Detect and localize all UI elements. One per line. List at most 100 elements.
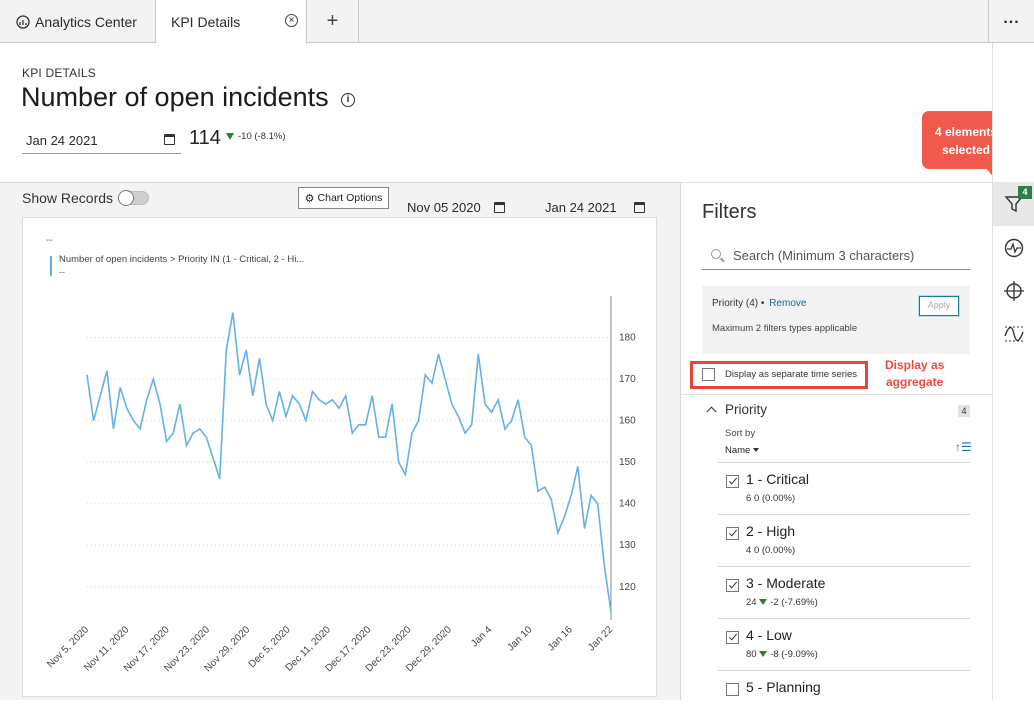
y-tick-label: 140 (619, 499, 636, 510)
pulse-icon[interactable] (1003, 237, 1025, 259)
y-tick-label: 150 (619, 457, 636, 468)
search-icon (711, 249, 721, 259)
tab-analytics-center[interactable]: Analytics Center (0, 0, 156, 43)
chart-options-button[interactable]: ⚙ Chart Options (298, 187, 389, 209)
callout-line-2: selected (941, 143, 991, 157)
search-placeholder: Search (Minimum 3 characters) (733, 248, 915, 263)
info-icon[interactable]: i (341, 93, 355, 107)
filter-search-input[interactable]: Search (Minimum 3 characters) (702, 243, 970, 270)
callout-line-1: 4 elements (934, 125, 998, 139)
group-label: Priority (725, 402, 768, 417)
priority-group-toggle[interactable]: Priority (706, 402, 768, 417)
calendar-icon[interactable] (164, 134, 175, 145)
separate-series-label: Display as separate time series (725, 369, 857, 380)
y-tick-label: 170 (619, 374, 636, 385)
priority-item[interactable]: 1 - Critical 6 0 (0.00%) (718, 462, 970, 514)
priority-delta: -8 (-9.09%) (770, 649, 818, 660)
sort-value: Name (725, 445, 751, 456)
priority-checkbox[interactable] (726, 527, 739, 540)
priority-checkbox[interactable] (726, 631, 739, 644)
apply-button[interactable]: Apply (919, 296, 959, 316)
y-tick-label: 130 (619, 540, 636, 551)
priority-label: 4 - Low (746, 627, 792, 643)
filter-note: Maximum 2 filters types applicable (712, 323, 858, 334)
legend-series-name[interactable]: Number of open incidents > Priority IN (… (59, 254, 305, 265)
show-records-label: Show Records (22, 190, 114, 206)
priority-label: 2 - High (746, 523, 796, 539)
analytics-icon (16, 14, 30, 29)
caret-down-icon (753, 448, 760, 453)
x-tick-label: Jan 16 (546, 624, 575, 653)
group-count-badge: 4 (958, 405, 970, 417)
chart-options-label: Chart Options (317, 192, 383, 204)
priority-item[interactable]: 4 - Low 80 -8 (-9.09%) (718, 618, 970, 670)
priority-label: 5 - Planning (746, 679, 821, 695)
separate-series-checkbox[interactable] (702, 368, 715, 381)
kpi-date-field[interactable]: Jan 24 2021 (22, 127, 181, 154)
down-arrow-icon (759, 651, 768, 658)
kpi-delta: -10 (-8.1%) (226, 131, 286, 142)
close-icon[interactable]: × (285, 14, 298, 27)
bullet: • (760, 298, 765, 309)
priority-count: 80 (746, 649, 760, 660)
priority-delta: 0 (0.00%) (753, 545, 796, 556)
crosshair-icon[interactable] (1003, 280, 1025, 302)
y-tick-label: 120 (619, 582, 636, 593)
divider (680, 394, 992, 395)
remove-filter-link[interactable]: Remove (769, 298, 807, 309)
aggregate-line-1: Display as (885, 358, 945, 372)
right-rail (992, 43, 1034, 700)
series-line[interactable] (86, 312, 612, 612)
calendar-icon[interactable] (634, 201, 645, 213)
y-tick-label: 160 (619, 416, 636, 427)
filter-count-badge: 4 (1018, 186, 1032, 199)
x-tick-label: Jan 22 (586, 624, 615, 653)
show-records-toggle[interactable] (118, 190, 149, 206)
priority-stats: 24 -2 (-7.69%) (746, 597, 818, 608)
calendar-icon[interactable] (494, 201, 505, 213)
sliders-icon: ⚙ (304, 192, 315, 205)
priority-item[interactable]: 5 - Planning (718, 670, 970, 722)
active-filter-label: Priority (4) (712, 298, 759, 309)
active-filter-box: Priority (4) • Remove Maximum 2 filters … (702, 286, 970, 354)
priority-checkbox[interactable] (726, 579, 739, 592)
priority-count: 24 (746, 597, 760, 608)
y-tick-label: 180 (619, 333, 636, 344)
active-filter: Priority (4) • Remove (712, 298, 806, 309)
priority-stats: 80 -8 (-9.09%) (746, 649, 818, 660)
trend-icon[interactable] (1003, 323, 1025, 345)
x-tick-label: Jan 10 (505, 624, 534, 653)
start-date-value: Nov 05 2020 (407, 200, 481, 215)
page-eyebrow: KPI DETAILS (22, 66, 97, 80)
priority-stats: 6 0 (0.00%) (746, 493, 795, 504)
page-title: Number of open incidents (21, 82, 329, 112)
priority-label: 3 - Moderate (746, 575, 826, 591)
sort-dropdown[interactable]: Name (725, 445, 760, 456)
tab-label: KPI Details (171, 14, 241, 30)
priority-item[interactable]: 2 - High 4 0 (0.00%) (718, 514, 970, 566)
kpi-date-value: Jan 24 2021 (26, 132, 98, 148)
tab-kpi-details[interactable]: KPI Details × (156, 0, 307, 44)
down-arrow-icon (226, 132, 234, 140)
tab-label: Analytics Center (35, 13, 137, 30)
aggregate-line-2: aggregate (886, 375, 944, 389)
tab-bar: Analytics Center KPI Details × + ... (0, 0, 1034, 44)
x-tick-label: Jan 4 (469, 624, 494, 649)
priority-count: 6 (746, 493, 754, 504)
separate-series-option[interactable]: Display as separate time series (690, 361, 868, 389)
toggle-knob (118, 190, 134, 206)
sort-by-label: Sort by (725, 428, 756, 439)
priority-checkbox[interactable] (726, 683, 739, 696)
priority-label: 1 - Critical (746, 471, 810, 487)
sort-ascending-icon[interactable]: ↑☰ (955, 440, 972, 454)
legend-series-sub: -- (59, 267, 65, 277)
more-menu-button[interactable]: ... (988, 0, 1034, 43)
kpi-value: 114 (189, 127, 221, 149)
priority-checkbox[interactable] (726, 475, 739, 488)
chevron-up-icon (706, 406, 717, 417)
kpi-delta-text: -10 (-8.1%) (238, 131, 286, 142)
priority-item[interactable]: 3 - Moderate 24 -2 (-7.69%) (718, 566, 970, 618)
add-tab-button[interactable]: + (307, 0, 359, 43)
priority-delta: -2 (-7.69%) (770, 597, 818, 608)
